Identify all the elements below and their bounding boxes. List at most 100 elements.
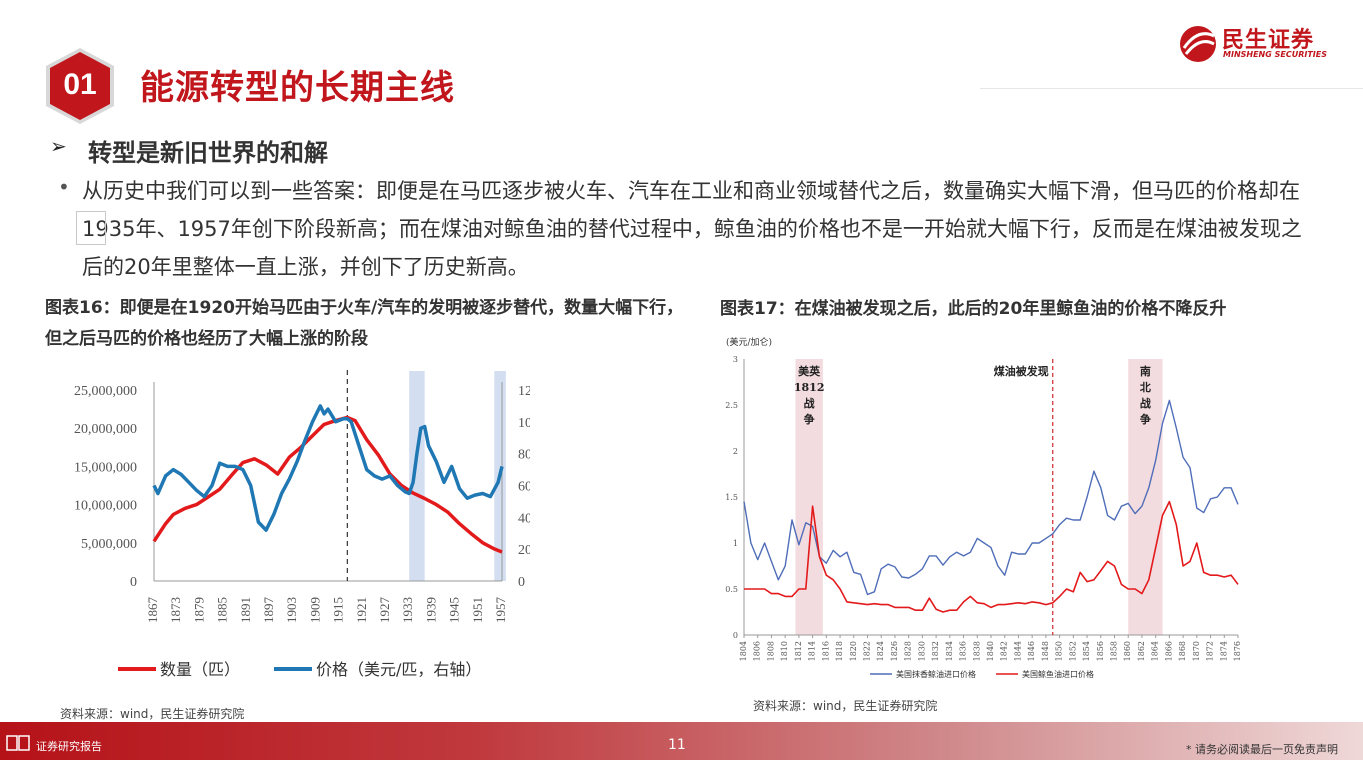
x-tick-label: 1876: [1233, 641, 1242, 661]
x-tick-label: 1840: [986, 641, 995, 661]
x-tick-label: 1850: [1055, 641, 1064, 661]
figure17-caption: 图表17：在煤油被发现之后，此后的20年里鲸鱼油的价格不降反升: [720, 299, 1227, 319]
left-tick-label: 25,000,000: [74, 384, 137, 399]
section-number-badge: 01: [46, 48, 114, 124]
event-label: 美英: [798, 364, 821, 378]
y-tick-label: 2.5: [725, 401, 738, 410]
x-tick-label: 1816: [821, 641, 830, 661]
series-line: [744, 500, 1239, 613]
text-cursor-box: [76, 211, 106, 245]
right-tick-label: 80: [518, 448, 530, 463]
left-tick-label: 0: [130, 575, 137, 590]
page-title: 能源转型的长期主线: [140, 68, 455, 108]
x-tick-label: 1812: [794, 641, 803, 661]
y-tick-label: 0: [733, 631, 738, 640]
x-tick-label: 1808: [766, 641, 775, 661]
x-tick-label: 1921: [354, 597, 369, 623]
left-tick-label: 5,000,000: [81, 537, 137, 552]
x-tick-label: 1806: [753, 641, 762, 661]
y-tick-label: 1: [733, 539, 738, 548]
highlight-band: [409, 371, 425, 581]
right-tick-label: 20: [518, 543, 530, 558]
x-tick-label: 1860: [1123, 641, 1132, 661]
figure16-source: 资料来源：wind，民生证券研究院: [60, 707, 245, 721]
x-tick-label: 1874: [1219, 641, 1228, 661]
x-tick-label: 1951: [470, 597, 485, 623]
y-tick-label: 2: [733, 447, 738, 456]
x-tick-label: 1836: [959, 641, 968, 661]
y-tick-label: 3: [733, 355, 738, 364]
x-tick-label: 1838: [972, 641, 981, 661]
event-label: 南: [1140, 364, 1151, 378]
event-label: 战: [804, 396, 815, 410]
section-subtitle: 转型是新旧世界的和解: [88, 139, 328, 167]
x-tick-label: 1867: [145, 597, 160, 624]
x-tick-label: 1856: [1096, 641, 1105, 661]
right-tick-label: 0: [518, 575, 525, 590]
x-tick-label: 1810: [780, 641, 789, 661]
book-icon: [6, 735, 30, 751]
event-label: 1812: [794, 381, 825, 394]
x-tick-label: 1862: [1137, 641, 1146, 661]
x-tick-label: 1927: [377, 597, 392, 624]
x-tick-label: 1848: [1041, 641, 1050, 661]
left-tick-label: 20,000,000: [74, 422, 137, 437]
left-tick-label: 15,000,000: [74, 460, 137, 475]
brand-name: 民生证券: [1222, 28, 1315, 53]
footer-label: 证券研究报告: [36, 740, 102, 753]
x-tick-label: 1824: [876, 641, 885, 661]
x-tick-label: 1854: [1082, 641, 1091, 661]
x-tick-label: 1858: [1110, 641, 1119, 661]
x-tick-label: 1846: [1027, 641, 1036, 661]
body-paragraph: 从历史中我们可以到一些答案：即便是在马匹逐步被火车、汽车在工业和商业领域替代之后…: [82, 179, 1302, 279]
x-tick-label: 1822: [863, 641, 872, 661]
x-tick-label: 1830: [917, 641, 926, 661]
right-tick-label: 40: [518, 511, 530, 526]
x-tick-label: 1939: [423, 597, 438, 623]
x-tick-label: 1891: [238, 597, 253, 623]
x-tick-label: 1804: [739, 641, 748, 661]
x-tick-label: 1852: [1068, 641, 1077, 661]
page-number: 11: [668, 737, 686, 753]
x-tick-label: 1879: [191, 597, 206, 623]
brand-logo-icon: [1180, 26, 1216, 62]
x-tick-label: 1915: [331, 597, 346, 623]
arrow-bullet-icon: ➢: [50, 134, 67, 158]
bullet-dot-icon: •: [58, 175, 70, 199]
header-divider: [980, 88, 1363, 89]
x-tick-label: 1818: [835, 641, 844, 661]
x-tick-label: 1909: [307, 597, 322, 623]
right-tick-label: 120: [518, 384, 530, 399]
figure17-source: 资料来源：wind，民生证券研究院: [753, 699, 938, 713]
brand-name-en: MINSHENG SECURITIES: [1223, 50, 1327, 59]
section-number: 01: [63, 68, 96, 101]
y-tick-label: 1.5: [725, 493, 738, 502]
x-tick-label: 1828: [904, 641, 913, 661]
x-tick-label: 1903: [284, 597, 299, 623]
x-tick-label: 1872: [1206, 641, 1215, 661]
x-tick-label: 1873: [168, 597, 183, 623]
x-tick-label: 1957: [493, 597, 508, 624]
legend-label: 美国鲸鱼油进口价格: [1022, 669, 1094, 679]
legend-label: 价格（美元/匹，右轴）: [316, 660, 481, 679]
footer-bar: [0, 722, 1363, 760]
series-line-left: [152, 415, 503, 554]
x-tick-label: 1885: [215, 597, 230, 623]
footer-disclaimer: * 请务必阅读最后一页免责声明: [1186, 743, 1338, 756]
x-tick-label: 1945: [447, 597, 462, 623]
horse-chart: 0 5,000,000 10,000,000 15,000,000 20,000,000…: [74, 370, 530, 679]
x-tick-label: 1834: [945, 641, 954, 661]
event-label: 战: [1140, 396, 1151, 410]
x-tick-label: 1897: [261, 597, 276, 624]
event-label: 北: [1140, 380, 1151, 394]
x-tick-label: 1814: [808, 641, 817, 661]
y-tick-label: 0.5: [725, 585, 738, 594]
x-tick-label: 1870: [1192, 641, 1201, 661]
series-line: [743, 399, 1239, 596]
x-tick-label: 1866: [1164, 641, 1173, 661]
x-tick-label: 1842: [1000, 641, 1009, 661]
event-label: 煤油被发现: [994, 364, 1049, 378]
x-tick-label: 1933: [400, 597, 415, 623]
right-tick-label: 100: [518, 416, 530, 431]
